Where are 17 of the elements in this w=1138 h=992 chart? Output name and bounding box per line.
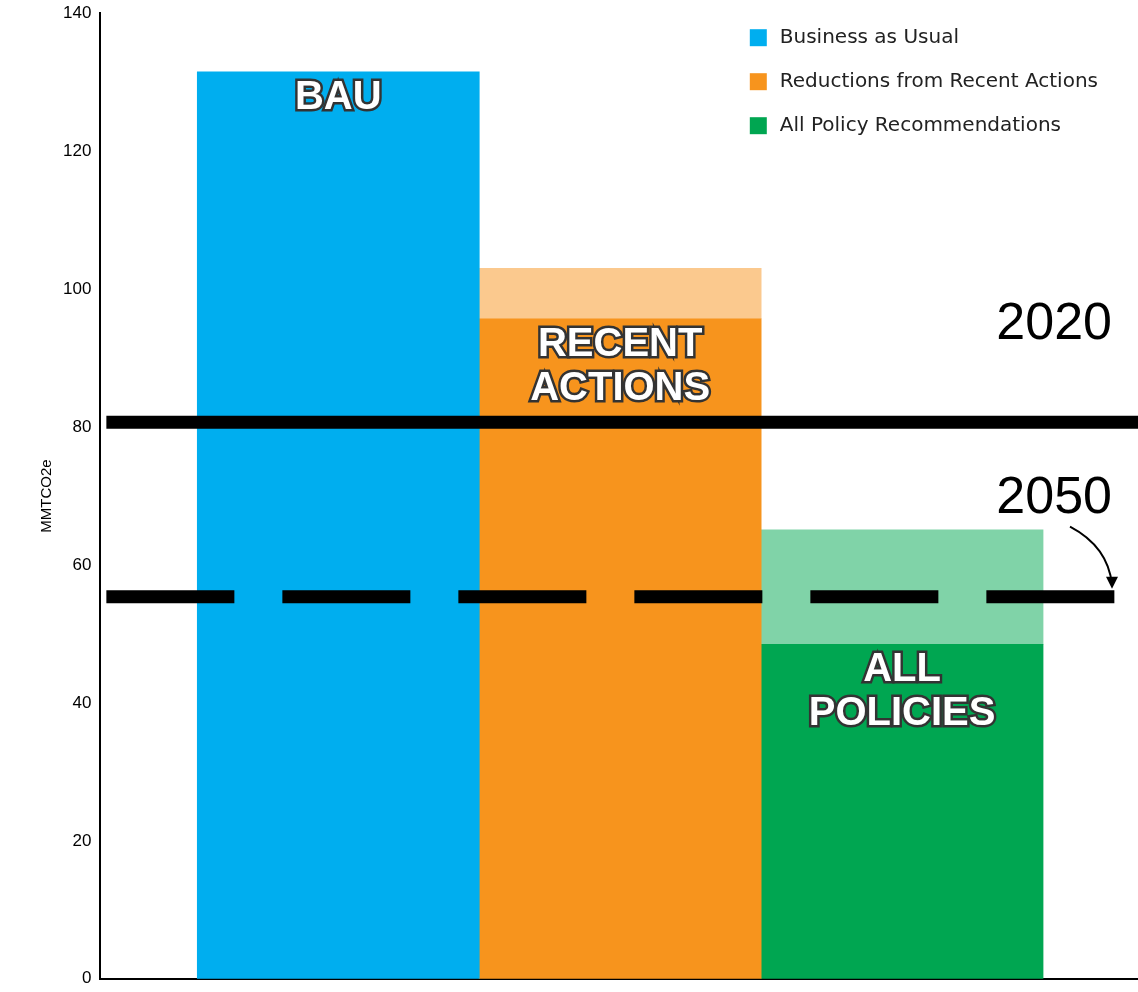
y-tick-label: 100 [62,278,92,298]
y-tick-label: 80 [72,416,92,436]
annotation: ALL POLICIES [808,645,996,734]
y-tick-label: 20 [72,830,92,850]
annotation: RECENT ACTIONS [530,319,711,408]
annotation: 2020 [996,291,1112,350]
legend-label: Reductions from Recent Actions [779,68,1099,93]
y-tick-label: 140 [62,2,92,22]
y-tick-label: 60 [72,554,92,574]
legend-label: All Policy Recommendations [779,112,1062,137]
y-tick-label: 120 [62,140,92,160]
y-axis-title: MMTCO2e [37,459,55,533]
legend-label: Business as Usual [779,24,959,49]
y-tick-label: 40 [72,692,92,712]
annotation: 2050 [996,466,1112,525]
y-tick-label: 0 [81,968,92,988]
annotation: BAU [294,72,382,117]
